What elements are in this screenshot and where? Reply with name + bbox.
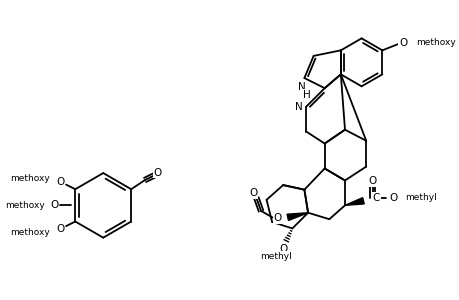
Text: O: O [56,224,65,234]
Text: O: O [398,38,406,48]
Text: O: O [389,193,397,203]
Text: O: O [249,188,257,198]
Text: methyl: methyl [404,194,436,202]
Text: methoxy: methoxy [5,201,45,210]
Text: O: O [153,168,162,178]
Text: N: N [294,102,302,112]
Text: C: C [372,193,379,203]
Text: methoxy: methoxy [11,228,50,237]
Text: N: N [297,82,305,92]
Polygon shape [286,213,308,220]
Text: O: O [56,177,65,187]
Text: methoxy: methoxy [11,174,50,183]
Text: H: H [302,90,310,100]
Polygon shape [344,198,364,206]
Text: O: O [50,200,58,210]
Text: O: O [273,213,281,223]
Text: methoxy: methoxy [415,38,455,47]
Text: O: O [368,176,376,186]
Text: O: O [279,244,287,254]
Text: methyl: methyl [259,252,291,261]
